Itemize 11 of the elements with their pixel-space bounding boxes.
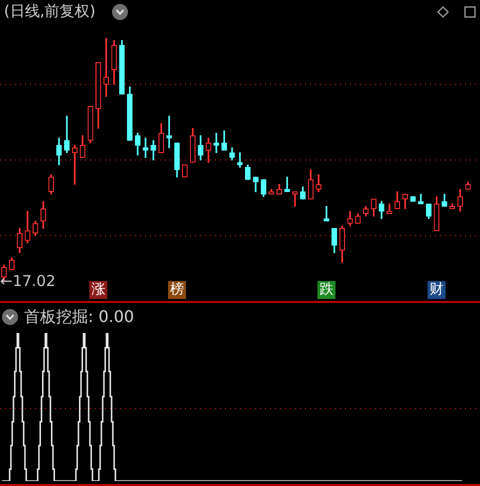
candlestick [142,138,148,158]
annotation: 财 [430,282,444,298]
chart-title: 首板挖掘: 0.00 [24,307,134,328]
candlestick [237,152,243,168]
annotation: 跌 [319,282,334,298]
annotation: ←17.02 [0,272,56,290]
candlestick [292,191,298,207]
chart-title: (日线,前复权) [4,2,96,21]
annotation: 涨 [91,282,106,298]
candlestick [324,206,330,222]
annotation: 榜 [170,282,184,298]
